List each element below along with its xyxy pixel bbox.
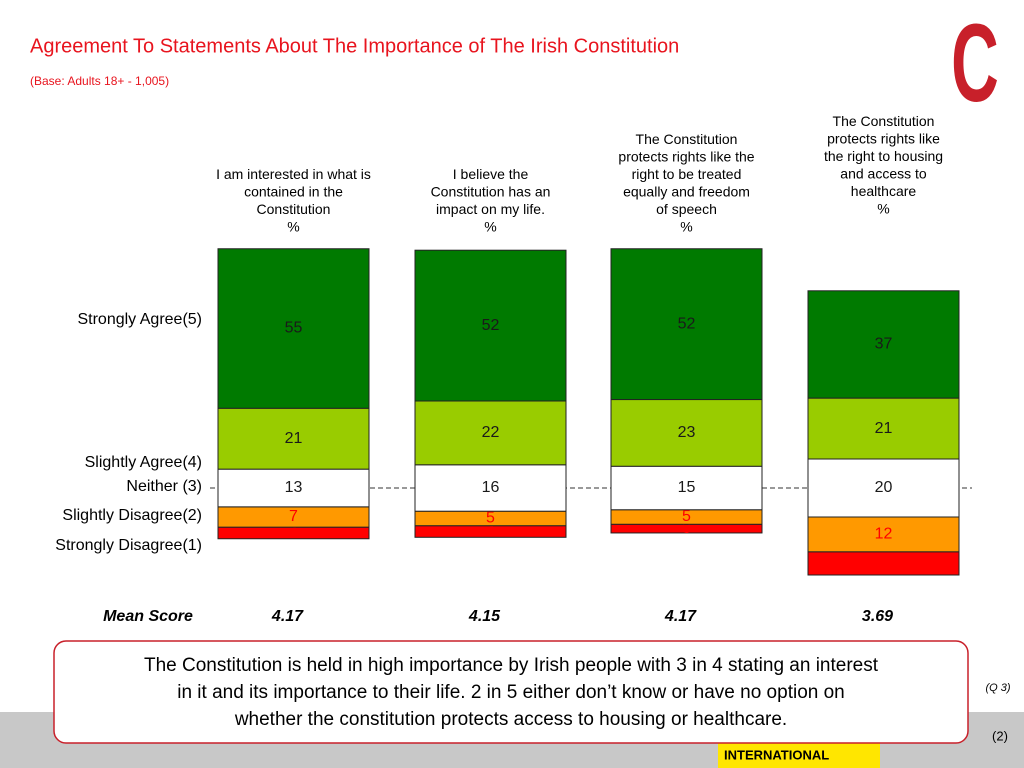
bar-segment	[610, 248, 763, 401]
bar-segment	[414, 249, 567, 402]
series-label: Neither (3)	[126, 478, 202, 495]
data-label: 4	[289, 524, 298, 541]
category-label: impact on my life.	[436, 201, 545, 217]
mean-value: 3.69	[862, 608, 893, 625]
category-label: healthcare	[851, 183, 917, 199]
data-label: 21	[285, 430, 303, 447]
data-label: 52	[482, 317, 500, 334]
brand-logo: C	[951, 3, 999, 125]
callout-box	[53, 640, 969, 744]
category-label: Constitution has an	[431, 184, 551, 200]
category-label: contained in the	[244, 184, 343, 200]
series-label: Strongly Agree(5)	[77, 311, 202, 328]
chart-subtitle: (Base: Adults 18+ - 1,005)	[30, 74, 169, 88]
category-unit: %	[287, 219, 299, 235]
category-label: Constitution	[257, 201, 331, 217]
bar-segment	[807, 290, 960, 399]
sponsor-text: INTERNATIONAL	[724, 747, 829, 762]
data-label: 5	[682, 508, 691, 525]
data-label: 37	[875, 336, 893, 353]
data-label: 5	[486, 510, 495, 527]
bar-segment	[217, 407, 370, 470]
mean-label: Mean Score	[103, 608, 193, 625]
data-label: 3	[682, 520, 691, 537]
data-label: 12	[875, 526, 893, 543]
category-unit: %	[484, 219, 496, 235]
data-label: 7	[289, 508, 298, 525]
category-label: right to be treated	[632, 166, 742, 182]
category-unit: %	[680, 219, 692, 235]
bar-segment	[217, 248, 370, 409]
data-label: 13	[285, 479, 303, 496]
category-label: of speech	[656, 201, 717, 217]
page-number: (2)	[992, 728, 1008, 743]
mean-value: 4.17	[664, 608, 697, 625]
bar-segment	[807, 516, 960, 553]
mean-value: 4.17	[271, 608, 304, 625]
category-label: protects rights like	[827, 131, 940, 147]
data-label: 15	[678, 479, 696, 496]
bar-segment	[807, 458, 960, 518]
bar-segment	[610, 399, 763, 467]
data-label: 52	[678, 315, 696, 332]
data-label: 16	[482, 479, 500, 496]
category-label: I am interested in what is	[216, 166, 371, 182]
data-label: 23	[678, 424, 696, 441]
bar-segment	[610, 465, 763, 511]
category-label: equally and freedom	[623, 184, 750, 200]
data-label: 20	[875, 479, 893, 496]
chart-title: Agreement To Statements About The Import…	[30, 35, 679, 57]
mean-value: 4.15	[468, 608, 501, 625]
category-label: protects rights like the	[618, 149, 754, 165]
series-label: Slightly Disagree(2)	[62, 507, 202, 524]
bar-segment	[217, 468, 370, 508]
callout-text: in it and its importance to their life. …	[177, 682, 845, 703]
data-label: 55	[285, 320, 303, 337]
data-label: 22	[482, 424, 500, 441]
category-label: The Constitution	[833, 113, 935, 129]
callout-text: The Constitution is held in high importa…	[144, 655, 879, 676]
category-label: The Constitution	[636, 131, 738, 147]
series-label: Strongly Disagree(1)	[55, 537, 202, 554]
question-ref: (Q 3)	[985, 682, 1010, 694]
category-label: I believe the	[453, 166, 529, 182]
category-label: the right to housing	[824, 148, 943, 164]
data-label: 21	[875, 420, 893, 437]
series-label: Slightly Agree(4)	[85, 454, 202, 471]
data-label: 8	[879, 555, 888, 572]
category-label: and access to	[840, 166, 927, 182]
category-unit: %	[877, 201, 889, 217]
data-label: 4	[486, 523, 495, 540]
bar-segment	[807, 397, 960, 460]
callout-text: whether the constitution protects access…	[234, 709, 787, 730]
